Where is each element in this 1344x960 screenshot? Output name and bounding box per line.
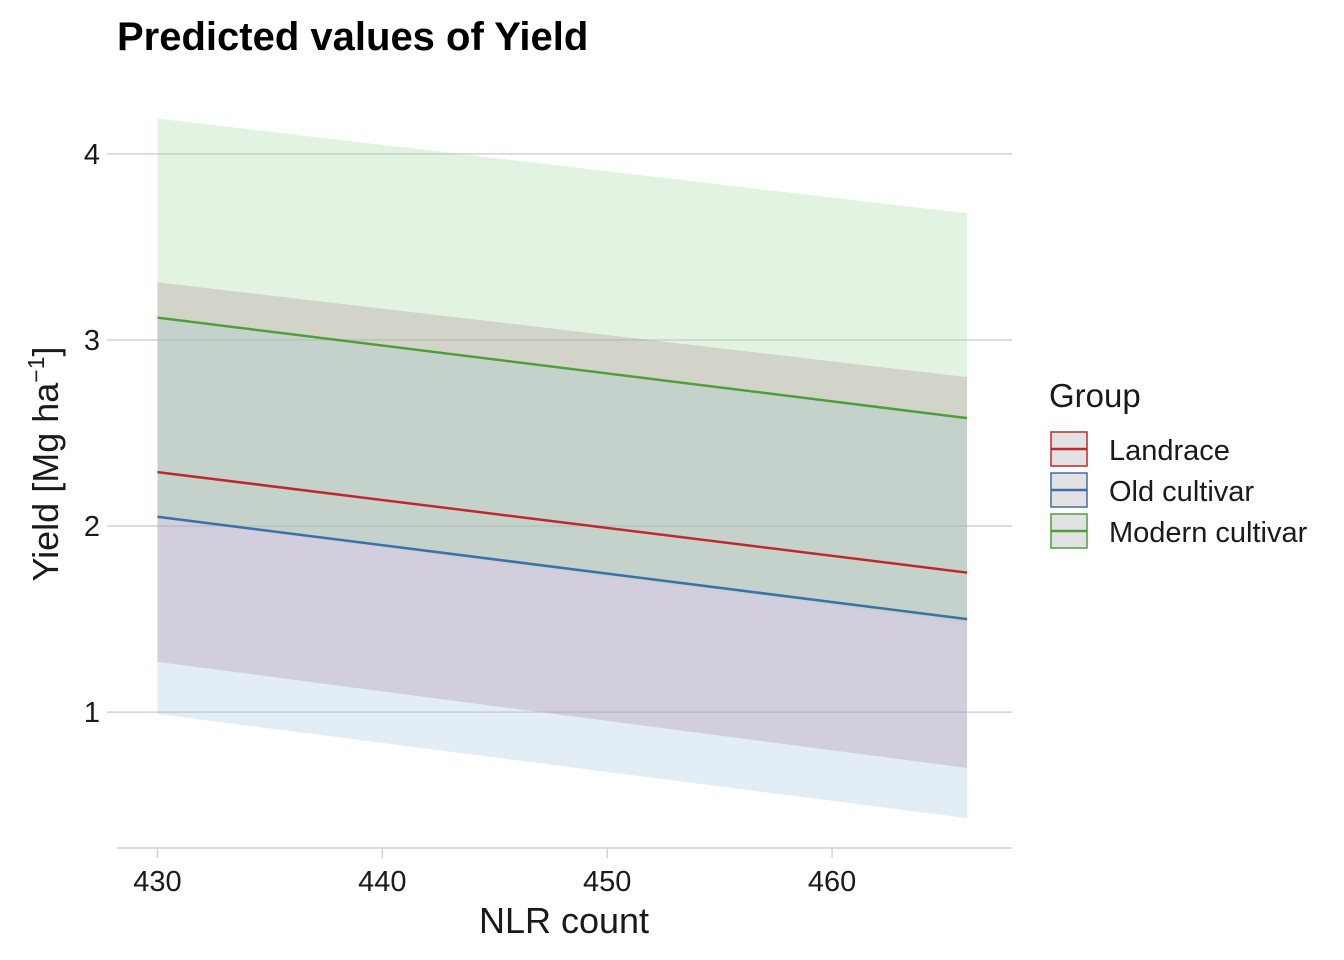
- legend-label: Old cultivar: [1109, 476, 1254, 508]
- y-tick-label: 2: [84, 511, 100, 543]
- x-tick-label: 460: [808, 866, 856, 898]
- y-axis-title-close: ]: [25, 346, 66, 356]
- legend-label: Modern cultivar: [1109, 517, 1308, 549]
- x-tick-label: 430: [133, 866, 181, 898]
- line-modern-cultivar: [157, 316, 968, 420]
- y-tick-label: 4: [84, 139, 100, 171]
- line-old-cultivar: [157, 515, 968, 621]
- y-axis-ticks: 1 2 3 4: [84, 139, 117, 729]
- y-tick-label: 1: [84, 697, 100, 729]
- legend: Group Landrace Old cultivar Modern cultiva…: [1049, 377, 1308, 549]
- series-lines: [157, 316, 968, 621]
- chart-title: Predicted values of Yield: [117, 15, 588, 59]
- y-axis-title-sup: −1: [23, 357, 49, 383]
- x-axis-title: NLR count: [479, 900, 649, 941]
- x-tick-label: 440: [358, 866, 406, 898]
- x-axis-ticks: 430 440 450 460: [133, 848, 856, 898]
- line-landrace: [157, 470, 968, 574]
- band-landrace: [157, 282, 968, 768]
- legend-label: Landrace: [1109, 435, 1230, 467]
- legend-title: Group: [1049, 377, 1141, 414]
- y-axis-title-main: Yield [Mg ha: [25, 382, 66, 582]
- confidence-bands: [157, 118, 968, 819]
- gridlines: [117, 153, 1012, 713]
- y-tick-label: 3: [84, 325, 100, 357]
- x-tick-label: 450: [583, 866, 631, 898]
- y-axis-title: Yield [Mg ha−1]: [23, 346, 66, 581]
